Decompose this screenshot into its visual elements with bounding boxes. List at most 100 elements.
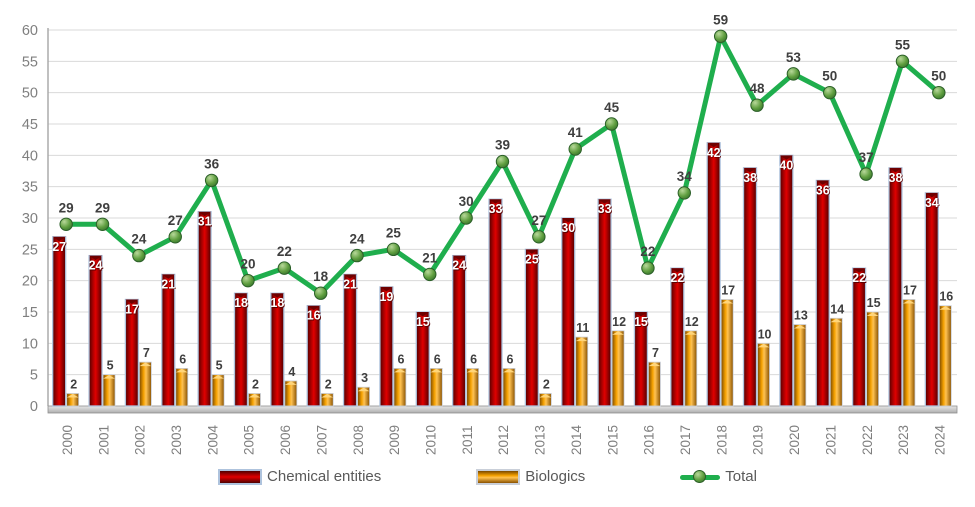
legend-label-total: Total — [725, 468, 757, 485]
chemical-bar — [88, 254, 103, 407]
x-axis-label: 2003 — [169, 425, 184, 455]
chemical-bar — [706, 142, 721, 407]
total-marker — [168, 230, 182, 244]
chemical-bar — [888, 167, 903, 407]
y-axis-tick-label: 10 — [22, 336, 38, 352]
x-axis-label: 2006 — [278, 425, 293, 455]
biologics-bar-bevel-icon — [66, 393, 79, 398]
biologics-value-label: 12 — [612, 315, 626, 329]
chemical-bar-bevel-icon — [598, 199, 612, 204]
x-axis-label: 2018 — [714, 425, 729, 455]
legend-item-biologics: Biologics — [476, 468, 585, 485]
chemical-bar-bevel-icon — [852, 268, 866, 273]
biologics-bar-bevel-icon — [248, 393, 261, 398]
biologics-bar — [720, 299, 734, 407]
chemical-bar-bevel-icon — [816, 180, 830, 185]
chemical-bar-bevel-icon — [416, 312, 430, 317]
biologics-bar — [175, 367, 189, 407]
chemical-value-label-shadow: 33 — [598, 203, 612, 217]
total-value-label: 27 — [531, 213, 546, 228]
biologics-bar-bevel-icon — [321, 393, 334, 398]
x-axis-label: 2014 — [569, 424, 584, 455]
chemical-value-label-shadow: 19 — [380, 291, 394, 305]
chemical-value-label-shadow: 25 — [526, 253, 540, 267]
chemical-bar — [451, 254, 467, 407]
y-axis-tick-label: 0 — [30, 399, 38, 415]
x-axis-label: 2001 — [96, 425, 111, 455]
chemical-value-label: 21 — [161, 277, 175, 291]
chemical-bar — [197, 211, 212, 407]
x-axis-label: 2000 — [60, 425, 75, 455]
total-marker — [204, 173, 219, 188]
chemical-value-label-shadow: 24 — [89, 259, 103, 273]
biologics-bar-bevel-icon — [830, 318, 843, 323]
y-axis-tick-label: 15 — [22, 305, 38, 321]
total-marker — [932, 85, 946, 100]
chemical-bar-bevel-icon — [670, 268, 684, 273]
chemical-value-label: 24 — [89, 259, 103, 273]
chemical-value-label: 33 — [598, 202, 612, 216]
biologics-value-label: 6 — [397, 352, 404, 366]
chemical-bar-bevel-icon — [743, 167, 757, 173]
biologics-value-label: 2 — [252, 377, 259, 391]
biologics-bar-bevel-icon — [757, 343, 770, 348]
chemical-value-label: 34 — [925, 196, 939, 210]
chemical-value-label: 15 — [416, 315, 430, 329]
total-marker — [786, 67, 801, 81]
chemical-bar — [379, 286, 394, 407]
chemical-bar — [561, 217, 576, 407]
biologics-value-label: 7 — [143, 346, 150, 360]
chemical-value-label-shadow: 31 — [198, 216, 212, 230]
chemical-bar-bevel-icon — [198, 211, 212, 217]
biologics-swatch-icon — [476, 468, 521, 485]
chemical-bar — [524, 248, 540, 407]
chemical-value-label: 17 — [125, 302, 139, 316]
chemical-bar — [670, 267, 685, 407]
y-axis-tick-label: 45 — [22, 117, 38, 133]
biologics-bar-bevel-icon — [175, 368, 188, 373]
x-axis-label: 2020 — [787, 425, 802, 455]
total-value-label: 53 — [786, 50, 802, 65]
total-marker — [459, 211, 473, 225]
total-value-label: 24 — [350, 232, 366, 247]
x-axis-label: 2005 — [242, 425, 257, 455]
total-value-label: 18 — [313, 269, 329, 284]
y-axis-tick-label: 55 — [22, 54, 38, 70]
biologics-value-label: 6 — [470, 352, 477, 366]
biologics-bar — [829, 317, 843, 407]
chemical-bar-bevel-icon — [707, 142, 721, 148]
chemical-value-label-shadow: 27 — [53, 241, 67, 255]
chart-floor — [47, 405, 958, 414]
chemical-value-label-shadow: 34 — [926, 197, 940, 211]
total-value-label: 39 — [495, 138, 510, 153]
total-value-label: 20 — [240, 257, 255, 272]
biologics-bar — [757, 342, 770, 407]
biologics-bar — [138, 361, 152, 407]
biologics-bar — [284, 380, 298, 407]
chemical-bar-bevel-icon — [270, 293, 284, 298]
y-axis-tick-label: 5 — [30, 368, 38, 384]
total-marker — [532, 230, 546, 244]
x-axis-label: 2008 — [351, 425, 366, 455]
biologics-value-label: 13 — [794, 309, 808, 323]
total-value-label: 48 — [750, 81, 766, 96]
chemical-value-label-shadow: 21 — [162, 278, 176, 292]
chemical-value-label-shadow: 15 — [417, 316, 431, 330]
chemical-value-label: 31 — [198, 215, 212, 229]
chemical-bar-bevel-icon — [307, 305, 321, 311]
biologics-value-label: 7 — [652, 346, 659, 360]
y-axis-tick-label: 25 — [22, 242, 38, 258]
x-axis-label: 2023 — [896, 425, 911, 455]
biologics-bar — [575, 336, 589, 407]
chemical-bar-bevel-icon — [634, 312, 648, 317]
biologics-bar-bevel-icon — [212, 375, 225, 379]
biologics-bar — [866, 311, 879, 407]
biologics-value-label: 6 — [179, 352, 186, 366]
chemical-value-label-shadow: 18 — [271, 297, 285, 311]
biologics-bar-bevel-icon — [721, 299, 734, 304]
chemical-bar — [161, 273, 176, 407]
legend-item-total: Total — [680, 468, 757, 485]
chemical-value-label-shadow: 16 — [308, 310, 322, 324]
chemical-value-label: 18 — [234, 296, 248, 310]
